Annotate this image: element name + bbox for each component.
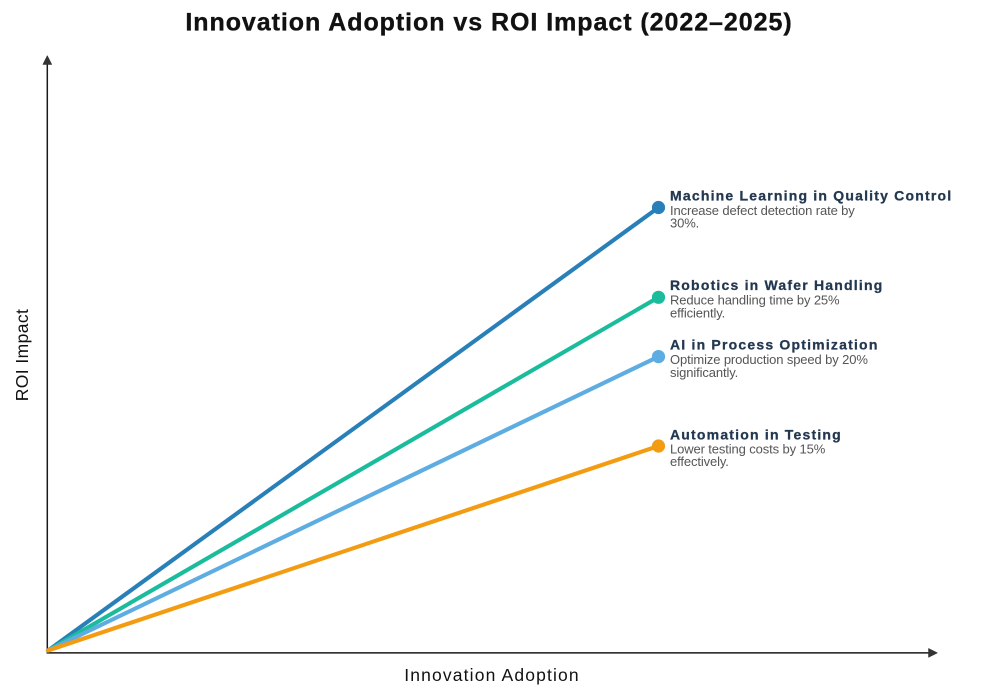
svg-text:efficiently.: efficiently. <box>670 305 725 320</box>
svg-text:significantly.: significantly. <box>670 365 738 380</box>
svg-text:Innovation Adoption vs ROI Imp: Innovation Adoption vs ROI Impact (2022–… <box>185 9 792 37</box>
svg-text:AI in Process Optimization: AI in Process Optimization <box>670 337 879 353</box>
svg-text:Optimize production speed by 2: Optimize production speed by 20% <box>670 352 868 367</box>
svg-text:ROI Impact: ROI Impact <box>12 309 32 402</box>
svg-text:Innovation Adoption: Innovation Adoption <box>404 665 580 685</box>
svg-text:30%.: 30%. <box>670 216 699 231</box>
svg-text:Reduce handling time by 25%: Reduce handling time by 25% <box>670 293 840 308</box>
svg-text:Machine Learning in Quality Co: Machine Learning in Quality Control <box>670 188 952 204</box>
svg-text:Automation in Testing: Automation in Testing <box>670 427 842 443</box>
svg-text:effectively.: effectively. <box>670 454 729 469</box>
svg-text:Lower testing costs by 15%: Lower testing costs by 15% <box>670 441 826 456</box>
svg-text:Increase defect detection rate: Increase defect detection rate by <box>670 203 855 218</box>
svg-text:Robotics in Wafer Handling: Robotics in Wafer Handling <box>670 277 883 293</box>
